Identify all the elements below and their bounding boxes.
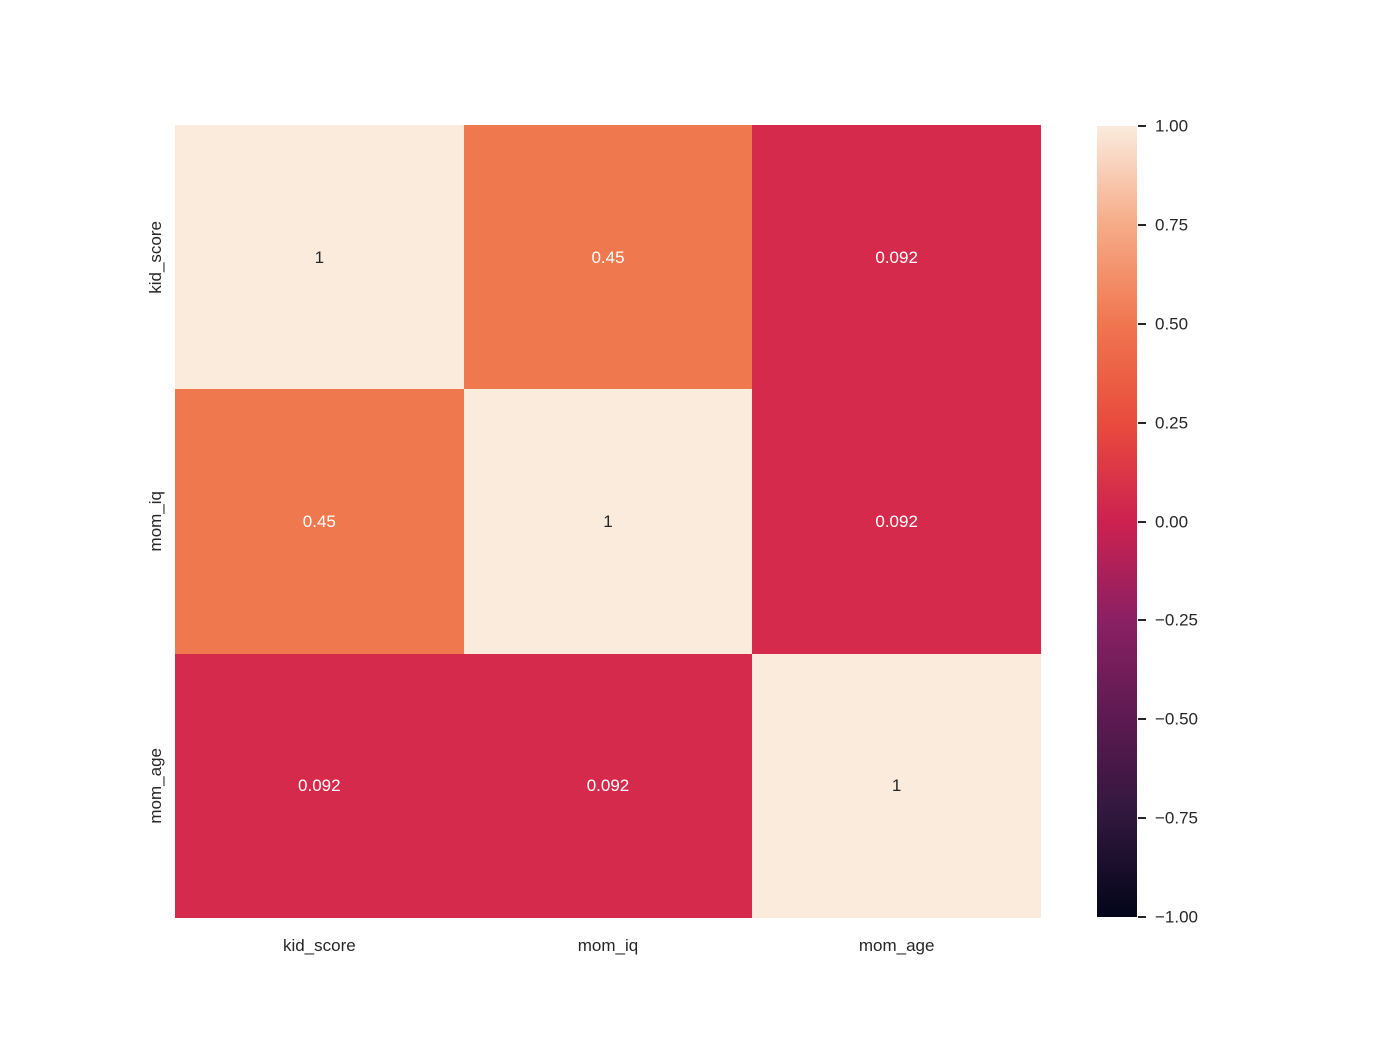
heatmap-cell: 1: [175, 125, 464, 390]
heatmap-cell: 0.45: [175, 389, 464, 654]
colorbar-gradient: [1097, 126, 1137, 917]
y-tick-label-text: mom_age: [146, 748, 165, 824]
colorbar-tick-mark: [1138, 619, 1146, 622]
heatmap-cell: 0.45: [463, 125, 753, 390]
colorbar-tick-label: 0.75: [1155, 215, 1189, 235]
colorbar-tick-mark: [1138, 125, 1146, 127]
heatmap-cell: 0.092: [463, 653, 753, 918]
colorbar-tick-label: −0.50: [1155, 709, 1199, 729]
colorbar-tick-mark: [1138, 520, 1146, 523]
heatmap-grid: 1 0.45 0.092 0.45 1 0.092 0.092 0.092 1: [175, 125, 1041, 918]
colorbar-tick-label: 0.50: [1155, 314, 1189, 334]
colorbar-tick-mark: [1138, 817, 1146, 820]
heatmap-cell: 0.092: [175, 653, 464, 918]
colorbar-tick-label: 0.25: [1155, 413, 1189, 433]
colorbar-tick-label: −0.25: [1155, 610, 1199, 630]
y-axis-labels: kid_score mom_iq mom_age: [118, 125, 166, 918]
heatmap-cell: 0.092: [752, 125, 1041, 390]
x-tick-label: kid_score: [282, 936, 356, 955]
heatmap-cell: 1: [752, 653, 1041, 918]
colorbar-tick-label: −1.00: [1155, 907, 1199, 927]
heatmap-cell: 1: [463, 389, 753, 654]
y-tick-label: kid_score: [118, 125, 166, 389]
y-tick-label: mom_iq: [118, 389, 166, 653]
colorbar-ticks: 1.00 0.75 0.50 0.25 0.00 −0.25 −0.50 −0.75 −1.00: [1138, 118, 1248, 926]
y-tick-label: mom_age: [118, 654, 166, 918]
colorbar-tick-mark: [1138, 718, 1146, 721]
y-tick-label-text: kid_score: [146, 220, 165, 294]
x-tick-label: mom_iq: [577, 936, 639, 955]
colorbar-tick-label: 1.00: [1155, 116, 1189, 136]
x-tick-label: mom_age: [858, 936, 935, 955]
colorbar-tick-mark: [1138, 223, 1146, 226]
x-axis-labels: kid_score mom_iq mom_age: [175, 930, 1041, 962]
colorbar-tick-mark: [1138, 322, 1146, 325]
colorbar-tick-label: −0.75: [1155, 808, 1199, 828]
y-tick-label-text: mom_iq: [146, 491, 165, 552]
colorbar-tick-label: 0.00: [1155, 512, 1189, 531]
heatmap-cell: 0.092: [752, 389, 1041, 654]
colorbar-tick-mark: [1138, 421, 1146, 424]
colorbar-tick-mark: [1138, 916, 1146, 918]
